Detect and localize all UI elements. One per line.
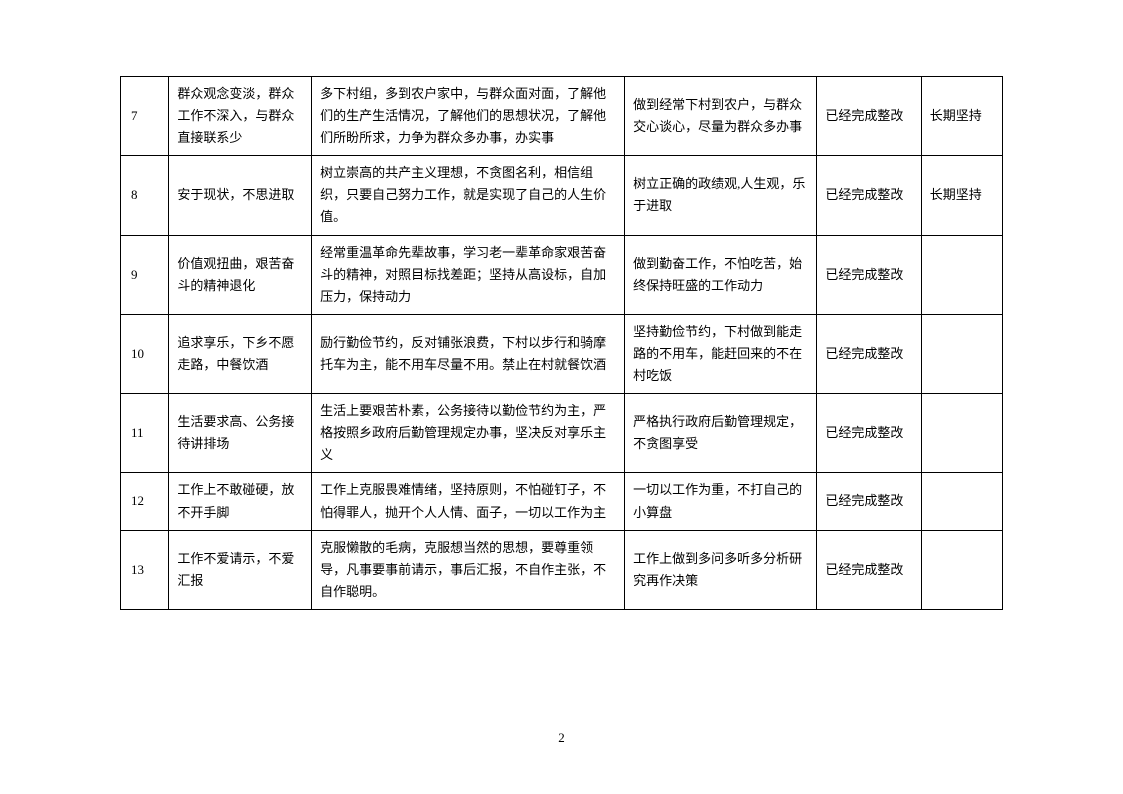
row-goal: 做到勤奋工作，不怕吃苦，始终保持旺盛的工作动力 — [625, 235, 817, 314]
table-body: 7 群众观念变淡，群众工作不深入，与群众直接联系少 多下村组，多到农户家中，与群… — [121, 77, 1003, 610]
row-duration — [921, 235, 1002, 314]
row-measure: 树立崇高的共产主义理想，不贪图名利，相信组织，只要自己努力工作，就是实现了自己的… — [312, 156, 625, 235]
row-measure: 经常重温革命先辈故事，学习老一辈革命家艰苦奋斗的精神，对照目标找差距；坚持从高设… — [312, 235, 625, 314]
row-number: 11 — [121, 394, 169, 473]
row-number: 13 — [121, 530, 169, 609]
row-issue: 安于现状，不思进取 — [169, 156, 312, 235]
row-status: 已经完成整改 — [817, 530, 921, 609]
row-measure: 克服懒散的毛病，克服想当然的思想，要尊重领导，凡事要事前请示，事后汇报，不自作主… — [312, 530, 625, 609]
row-number: 10 — [121, 314, 169, 393]
row-status: 已经完成整改 — [817, 77, 921, 156]
table-row: 8 安于现状，不思进取 树立崇高的共产主义理想，不贪图名利，相信组织，只要自己努… — [121, 156, 1003, 235]
table-row: 10 追求享乐，下乡不愿走路，中餐饮酒 励行勤俭节约，反对铺张浪费，下村以步行和… — [121, 314, 1003, 393]
row-status: 已经完成整改 — [817, 156, 921, 235]
row-measure: 工作上克服畏难情绪，坚持原则，不怕碰钉子，不怕得罪人，抛开个人人情、面子，一切以… — [312, 473, 625, 530]
row-goal: 坚持勤俭节约，下村做到能走路的不用车，能赶回来的不在村吃饭 — [625, 314, 817, 393]
table-row: 12 工作上不敢碰硬，放不开手脚 工作上克服畏难情绪，坚持原则，不怕碰钉子，不怕… — [121, 473, 1003, 530]
row-number: 7 — [121, 77, 169, 156]
row-duration: 长期坚持 — [921, 77, 1002, 156]
row-issue: 价值观扭曲，艰苦奋斗的精神退化 — [169, 235, 312, 314]
table-row: 9 价值观扭曲，艰苦奋斗的精神退化 经常重温革命先辈故事，学习老一辈革命家艰苦奋… — [121, 235, 1003, 314]
row-duration — [921, 394, 1002, 473]
row-goal: 做到经常下村到农户，与群众交心谈心，尽量为群众多办事 — [625, 77, 817, 156]
row-number: 12 — [121, 473, 169, 530]
row-measure: 生活上要艰苦朴素，公务接待以勤俭节约为主，严格按照乡政府后勤管理规定办事，坚决反… — [312, 394, 625, 473]
table-row: 11 生活要求高、公务接待讲排场 生活上要艰苦朴素，公务接待以勤俭节约为主，严格… — [121, 394, 1003, 473]
page-number: 2 — [558, 730, 565, 746]
row-status: 已经完成整改 — [817, 235, 921, 314]
row-duration — [921, 314, 1002, 393]
row-goal: 严格执行政府后勤管理规定，不贪图享受 — [625, 394, 817, 473]
row-duration — [921, 530, 1002, 609]
row-measure: 励行勤俭节约，反对铺张浪费，下村以步行和骑摩托车为主，能不用车尽量不用。禁止在村… — [312, 314, 625, 393]
row-measure: 多下村组，多到农户家中，与群众面对面，了解他们的生产生活情况，了解他们的思想状况… — [312, 77, 625, 156]
page-container: 7 群众观念变淡，群众工作不深入，与群众直接联系少 多下村组，多到农户家中，与群… — [0, 0, 1123, 794]
row-status: 已经完成整改 — [817, 394, 921, 473]
row-status: 已经完成整改 — [817, 473, 921, 530]
row-issue: 生活要求高、公务接待讲排场 — [169, 394, 312, 473]
row-number: 9 — [121, 235, 169, 314]
row-issue: 追求享乐，下乡不愿走路，中餐饮酒 — [169, 314, 312, 393]
row-goal: 一切以工作为重，不打自己的小算盘 — [625, 473, 817, 530]
row-duration — [921, 473, 1002, 530]
row-goal: 树立正确的政绩观,人生观，乐于进取 — [625, 156, 817, 235]
row-issue: 工作上不敢碰硬，放不开手脚 — [169, 473, 312, 530]
table-row: 13 工作不爱请示，不爱汇报 克服懒散的毛病，克服想当然的思想，要尊重领导，凡事… — [121, 530, 1003, 609]
rectification-table: 7 群众观念变淡，群众工作不深入，与群众直接联系少 多下村组，多到农户家中，与群… — [120, 76, 1003, 610]
row-issue: 群众观念变淡，群众工作不深入，与群众直接联系少 — [169, 77, 312, 156]
row-issue: 工作不爱请示，不爱汇报 — [169, 530, 312, 609]
row-duration: 长期坚持 — [921, 156, 1002, 235]
table-row: 7 群众观念变淡，群众工作不深入，与群众直接联系少 多下村组，多到农户家中，与群… — [121, 77, 1003, 156]
row-goal: 工作上做到多问多听多分析研究再作决策 — [625, 530, 817, 609]
row-status: 已经完成整改 — [817, 314, 921, 393]
row-number: 8 — [121, 156, 169, 235]
